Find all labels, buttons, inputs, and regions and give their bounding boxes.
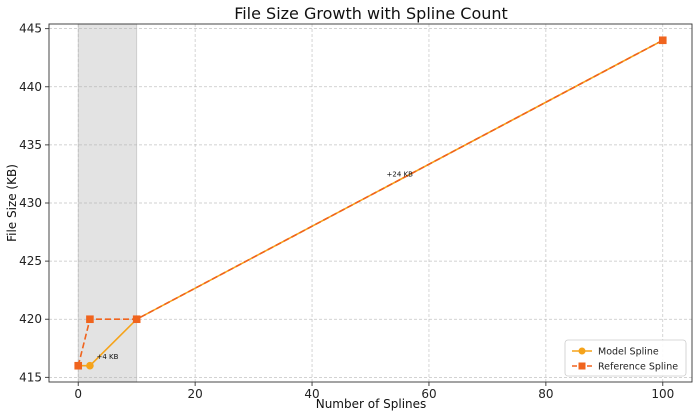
legend-label-0: Model Spline [598,347,659,358]
y-tick-label: 435 [19,138,42,152]
legend-label-1: Reference Spline [598,362,678,373]
legend-marker-1 [578,362,586,370]
annotation-label: +4 KB [96,353,118,361]
y-tick-label: 425 [19,254,42,268]
data-point [658,36,667,45]
legend: Model Spline Reference Spline [564,339,687,377]
y-tick-label: 440 [19,80,42,94]
x-tick-label: 100 [651,387,674,401]
x-axis-label: Number of Splines [316,397,427,411]
data-point [132,315,141,324]
y-tick-label: 430 [19,196,42,210]
annotation-label: +24 KB [387,170,414,178]
series-line-1 [77,39,664,366]
plot-area: +4 KB +24 KB [49,23,692,383]
y-axis-label: File Size (KB) [5,164,19,242]
x-tick-label: 40 [304,387,319,401]
data-point [86,315,94,324]
y-tick-label: 415 [19,370,42,384]
legend-box [564,339,687,377]
x-tick-label: 80 [538,387,553,401]
data-point [74,361,83,370]
chart-title: File Size Growth with Spline Count [234,4,508,23]
legend-marker-0 [578,347,586,355]
y-tick-label: 445 [19,22,42,36]
x-tick-label: 60 [421,387,436,401]
data-point [86,361,94,370]
x-tick-label: 0 [74,387,82,401]
y-tick-label: 420 [19,312,42,326]
x-tick-label: 20 [187,387,202,401]
